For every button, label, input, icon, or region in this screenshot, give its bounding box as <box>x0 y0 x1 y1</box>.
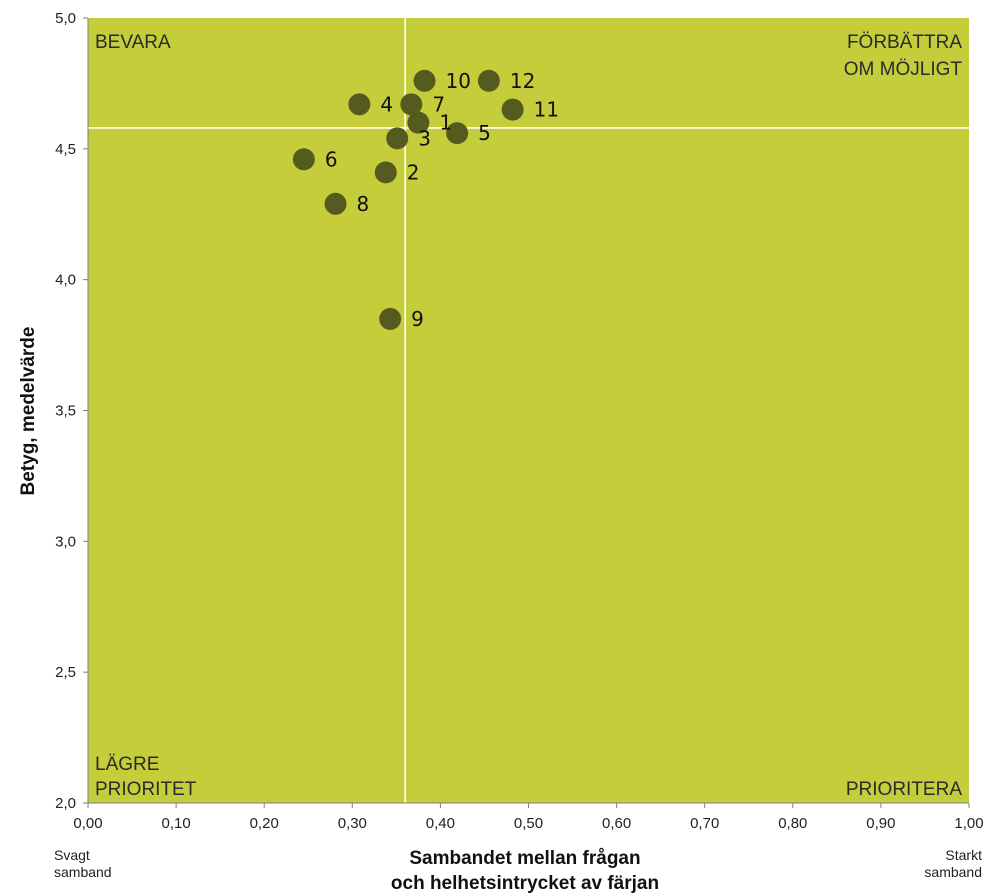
plot-area <box>88 18 969 803</box>
point-label-1: 1 <box>439 111 452 135</box>
marker-point-9 <box>379 307 402 330</box>
y-tick-label: 3,5 <box>55 403 76 420</box>
x-note-right-line1: Starkt <box>945 847 982 863</box>
y-tick-label: 3,0 <box>55 533 76 550</box>
point-label-3: 3 <box>418 126 431 150</box>
y-tick-label: 5,0 <box>55 10 76 27</box>
marker-point-5 <box>446 122 469 145</box>
quadrant-labels: BEVARA FÖRBÄTTRA OM MÖJLIGT LÄGRE PRIORI… <box>95 32 962 800</box>
quadrant-top-right-label-line1: FÖRBÄTTRA <box>847 32 962 53</box>
point-label-11: 11 <box>534 98 559 122</box>
marker-point-1 <box>407 111 430 134</box>
marker-point-10 <box>413 69 436 92</box>
x-note-right-line2: samband <box>924 864 982 880</box>
x-axis-title-line1: Sambandet mellan frågan <box>409 848 640 869</box>
point-label-9: 9 <box>411 307 424 331</box>
point-label-10: 10 <box>446 69 471 93</box>
x-tick-label: 0,80 <box>778 815 807 832</box>
point-label-2: 2 <box>407 160 420 184</box>
y-tick-label: 2,5 <box>55 664 76 681</box>
marker-point-8 <box>324 192 347 215</box>
marker-point-3 <box>386 127 409 150</box>
quadrant-top-left-label: BEVARA <box>95 32 171 53</box>
y-tick-label: 4,5 <box>55 141 76 158</box>
x-note-left-line2: samband <box>54 864 112 880</box>
markers <box>292 69 524 330</box>
marker-point-12 <box>477 69 500 92</box>
point-label-5: 5 <box>478 121 491 145</box>
point-label-8: 8 <box>357 192 370 216</box>
x-axis-title-line2: och helhetsintrycket av färjan <box>391 873 659 893</box>
x-tick-label: 0,70 <box>690 815 719 832</box>
x-tick-label: 0,00 <box>73 815 102 832</box>
x-tick-label: 0,90 <box>866 815 895 832</box>
x-tick-label: 0,40 <box>426 815 455 832</box>
marker-point-2 <box>374 161 397 184</box>
x-tick-label: 0,60 <box>602 815 631 832</box>
quadrant-bottom-left-label-line1: LÄGRE <box>95 754 159 775</box>
marker-point-6 <box>292 148 315 171</box>
x-tick-label: 1,00 <box>954 815 983 832</box>
x-note-left-line1: Svagt <box>54 847 90 863</box>
axes: 0,00 0,10 0,20 0,30 0,40 0,50 0,60 0,70 0,80 0,90… <box>55 10 983 832</box>
point-label-6: 6 <box>325 147 338 171</box>
point-label-7: 7 <box>432 92 445 116</box>
x-tick-label: 0,10 <box>161 815 190 832</box>
y-tick-label: 2,0 <box>55 795 76 812</box>
marker-point-11 <box>501 98 524 121</box>
x-tick-label: 0,50 <box>514 815 543 832</box>
marker-point-7 <box>400 93 423 116</box>
quadrant-bottom-left-label-line2: PRIORITET <box>95 779 197 800</box>
point-label-4: 4 <box>380 92 393 116</box>
y-tick-label: 4,0 <box>55 272 76 289</box>
y-axis-title: Betyg, medelvärde <box>18 327 39 496</box>
reference-lines <box>88 18 969 803</box>
marker-point-4 <box>348 93 371 116</box>
x-tick-label: 0,30 <box>338 815 367 832</box>
quadrant-top-right-label-line2: OM MÖJLIGT <box>844 59 963 80</box>
point-label-12: 12 <box>510 69 535 93</box>
quadrant-bottom-right-label: PRIORITERA <box>846 779 962 800</box>
x-tick-label: 0,20 <box>250 815 279 832</box>
